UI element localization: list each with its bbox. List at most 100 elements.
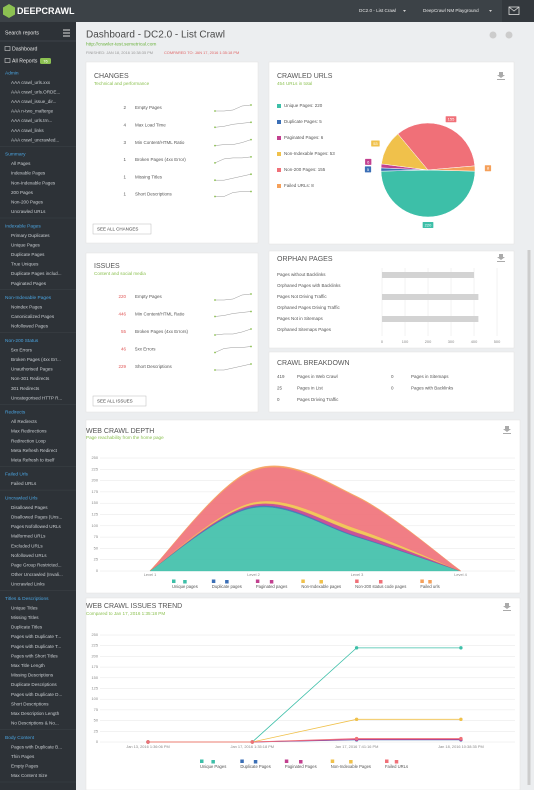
legend-label[interactable]: Non-200 Pages: 155	[284, 167, 326, 172]
report-link[interactable]: Other Uncrawled (Invali...	[11, 572, 63, 577]
help-icon[interactable]	[505, 31, 513, 39]
row-label[interactable]: Min Content/HTML Ratio	[135, 140, 185, 145]
row-label[interactable]: Missing Titles	[135, 174, 163, 179]
report-link[interactable]: All Redirects	[11, 419, 37, 424]
data-point[interactable]	[250, 740, 254, 744]
legend-label[interactable]: Failed urls	[420, 584, 439, 589]
report-link[interactable]: AAA crawl_uncrawled...	[11, 137, 59, 142]
report-link[interactable]: 301 Redirects	[11, 386, 40, 391]
download-icon[interactable]	[497, 72, 505, 80]
report-link[interactable]: Short Descriptions	[11, 701, 49, 706]
report-link[interactable]: Noindex Pages	[11, 305, 43, 310]
report-link[interactable]: Pages with Duplicate D...	[11, 692, 62, 697]
report-link[interactable]: 5xx Errors	[11, 347, 33, 352]
row-label[interactable]: Short Descriptions	[135, 192, 173, 197]
row-label[interactable]: Empty Pages	[135, 105, 163, 110]
report-link[interactable]: Meta Refresh Redirect	[11, 448, 58, 453]
report-link[interactable]: Non-301 Redirects	[11, 376, 50, 381]
legend-label[interactable]: Failed URLs	[385, 764, 408, 769]
report-link[interactable]: Canonicalized Pages	[11, 314, 55, 319]
dashboard-link[interactable]: Dashboard	[12, 46, 37, 52]
legend-label[interactable]: Paginated Pages	[285, 764, 317, 769]
row-label[interactable]: Min Content/HTML Ratio	[135, 312, 185, 317]
report-link[interactable]: 200 Pages	[11, 190, 34, 195]
report-link[interactable]: Meta Refresh to itself	[11, 458, 55, 463]
data-point[interactable]	[459, 736, 463, 741]
section-header[interactable]: Body Content	[5, 735, 35, 741]
report-link[interactable]: AAA crawl_issue_dir...	[11, 99, 56, 104]
row-label[interactable]: Empty Pages	[135, 294, 163, 299]
report-link[interactable]: Unique Pages	[11, 242, 41, 247]
legend-label[interactable]: Unique pages	[172, 584, 198, 589]
report-link[interactable]: Max Title Length	[11, 663, 45, 668]
section-header[interactable]: Indexable Pages	[5, 223, 41, 229]
report-link[interactable]: No Descriptions & No...	[11, 721, 59, 726]
report-link[interactable]: Unique Titles	[11, 605, 38, 610]
data-point[interactable]	[354, 646, 359, 650]
project-menu[interactable]: DeepCrawl NM Playground	[423, 8, 479, 13]
report-link[interactable]: Empty Pages	[11, 764, 39, 769]
row-label[interactable]: 5xx Errors	[135, 347, 156, 352]
section-header[interactable]: Titles & Descriptions	[5, 596, 49, 602]
report-link[interactable]: Duplicate Pages includ...	[11, 271, 62, 276]
report-link[interactable]: Thin Pages	[11, 754, 35, 759]
crawl-menu[interactable]: DC2.0 - List Crawl	[359, 8, 396, 13]
see-all-changes-button[interactable]	[92, 223, 152, 235]
report-link[interactable]: Excluded URLs	[11, 543, 43, 548]
logo[interactable]: DEEPCRAWL	[17, 6, 75, 16]
report-link[interactable]: AAA crawl_urls.trn...	[11, 118, 52, 123]
report-link[interactable]: Duplicate Pages	[11, 252, 45, 257]
section-header[interactable]: Non-Indexable Pages	[5, 295, 52, 301]
report-link[interactable]: Disallowed Pages	[11, 505, 48, 510]
report-link[interactable]: Uncrawled URLs	[11, 209, 46, 214]
data-point[interactable]	[354, 717, 359, 722]
report-link[interactable]: Non-Indexable Pages	[11, 180, 56, 185]
report-link[interactable]: Duplicate Descriptions	[11, 682, 57, 687]
report-link[interactable]: Duplicate Titles	[11, 625, 43, 630]
report-link[interactable]: True Uniques	[11, 262, 39, 267]
legend-label[interactable]: Non-Indexable Pages	[331, 764, 371, 769]
pie-slice[interactable]	[397, 122, 476, 171]
see-all-issues-button[interactable]	[92, 395, 147, 407]
report-link[interactable]: Paginated Pages	[11, 281, 47, 286]
row-label[interactable]: Max Load Time	[135, 122, 166, 127]
report-link[interactable]: AAA crawl_urls.ORDE...	[11, 89, 60, 94]
report-link[interactable]: Nofollowed Pages	[11, 324, 49, 329]
legend-label[interactable]: Duplicate Pages	[240, 764, 271, 769]
report-link[interactable]: Pages with Short Titles	[11, 653, 58, 658]
section-header[interactable]: Redirects	[5, 410, 26, 416]
report-link[interactable]: Redirection Loop	[11, 438, 46, 443]
download-icon[interactable]	[497, 254, 505, 262]
section-header[interactable]: Admin	[5, 70, 19, 76]
button-label[interactable]: SEE ALL CHANGES	[97, 226, 138, 231]
report-link[interactable]: Disallowed Pages (Uns...	[11, 515, 62, 520]
download-icon[interactable]	[503, 603, 511, 611]
row-label[interactable]: Broken Pages (4xx Errors)	[135, 329, 189, 334]
download-icon[interactable]	[503, 426, 511, 434]
section-header[interactable]: Uncrawled Urls	[5, 495, 38, 501]
report-link[interactable]: AAA n-two_mafterge	[11, 109, 54, 114]
report-link[interactable]: AAA crawl_links	[11, 128, 44, 133]
section-header[interactable]: Summary	[5, 152, 26, 158]
legend-label[interactable]: Duplicate Pages: 5	[284, 119, 322, 124]
report-link[interactable]: Page Group Restricted...	[11, 563, 62, 568]
legend-label[interactable]: Unique Pages	[200, 764, 226, 769]
report-link[interactable]: AAA crawl_urls.xxx	[11, 80, 51, 85]
legend-label[interactable]: Non-Indexable Pages: 53	[284, 151, 335, 156]
legend-label[interactable]: Duplicate pages	[212, 584, 242, 589]
report-link[interactable]: Pages with Duplicate B...	[11, 744, 62, 749]
report-link[interactable]: Malformed URLs	[11, 534, 46, 539]
report-link[interactable]: Missing Titles	[11, 615, 39, 620]
settings-icon[interactable]	[489, 31, 497, 39]
legend-label[interactable]: Non-200 status code pages	[355, 584, 406, 589]
row-label[interactable]: Broken Pages (4xx Error)	[135, 157, 186, 162]
data-point[interactable]	[354, 736, 359, 741]
report-link[interactable]: Max Content Size	[11, 773, 48, 778]
report-link[interactable]: Max Redirections	[11, 429, 47, 434]
data-point[interactable]	[459, 646, 463, 650]
report-link[interactable]: Broken Pages (4xx Err...	[11, 357, 61, 362]
report-link[interactable]: Pages with Duplicate T...	[11, 634, 61, 639]
report-link[interactable]: Unauthorised Pages	[11, 367, 53, 372]
report-link[interactable]: Uncrawled Links	[11, 582, 45, 587]
report-link[interactable]: Indexable Pages	[11, 171, 46, 176]
